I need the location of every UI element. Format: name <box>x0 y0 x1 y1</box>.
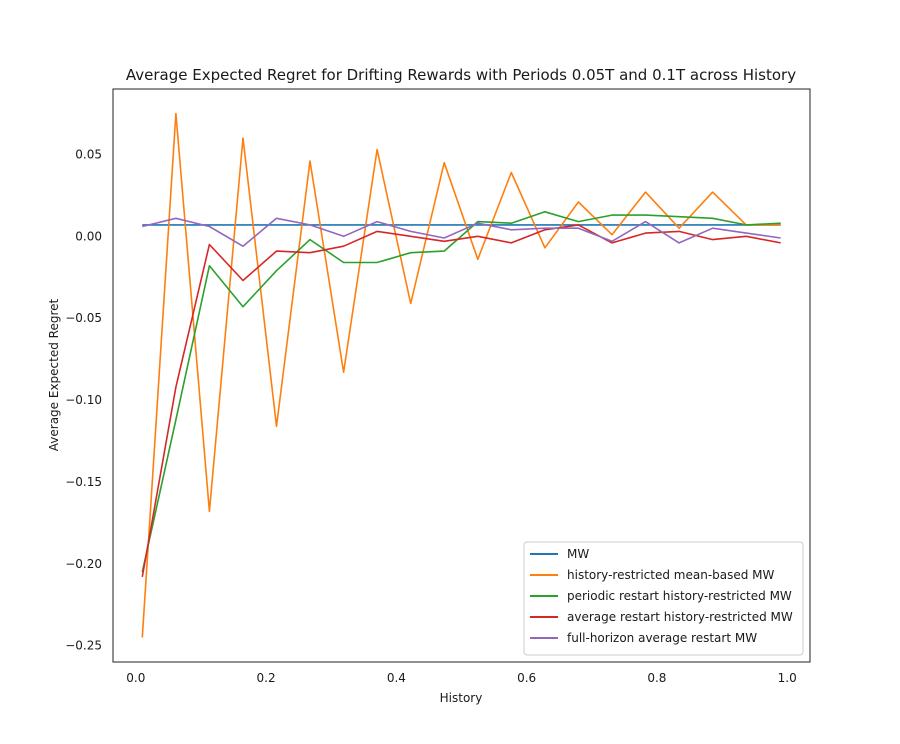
legend-label-1: history-restricted mean-based MW <box>567 568 775 582</box>
x-tick-label: 0.4 <box>387 671 406 685</box>
series-line-4 <box>142 217 781 247</box>
legend-label-0: MW <box>567 547 589 561</box>
y-tick-label: −0.25 <box>65 639 102 653</box>
chart-title: Average Expected Regret for Drifting Rew… <box>126 66 796 84</box>
x-tick-label: 0.6 <box>517 671 536 685</box>
x-tick-label: 0.0 <box>126 671 145 685</box>
legend-label-3: average restart history-restricted MW <box>567 610 793 624</box>
legend-label-4: full-horizon average restart MW <box>567 631 757 645</box>
y-tick-label: 0.00 <box>75 229 102 243</box>
legend-label-2: periodic restart history-restricted MW <box>567 589 792 603</box>
series-line-3 <box>141 224 781 578</box>
legend-box <box>523 541 804 656</box>
y-tick-label: −0.20 <box>65 557 102 571</box>
series-line-2 <box>141 211 781 573</box>
x-tick-label: 1.0 <box>778 671 797 685</box>
x-axis-ticks: 0.0 0.2 0.4 0.6 0.8 1.0 <box>126 671 796 685</box>
x-axis-label: History <box>440 691 483 705</box>
y-axis-label: Average Expected Regret <box>47 298 61 451</box>
y-axis-ticks: 0.05 0.00 −0.05 −0.10 −0.15 −0.20 −0.25 <box>65 147 102 652</box>
y-tick-label: −0.10 <box>65 393 102 407</box>
y-tick-label: −0.15 <box>65 475 102 489</box>
legend: MW history-restricted mean-based MW period… <box>523 541 804 656</box>
x-tick-label: 0.8 <box>647 671 666 685</box>
series-line-1 <box>141 112 781 638</box>
y-tick-label: −0.05 <box>65 311 102 325</box>
plot-area <box>112 88 811 663</box>
y-tick-label: 0.05 <box>75 147 102 161</box>
plot-frame <box>112 88 811 663</box>
x-tick-label: 0.2 <box>257 671 276 685</box>
